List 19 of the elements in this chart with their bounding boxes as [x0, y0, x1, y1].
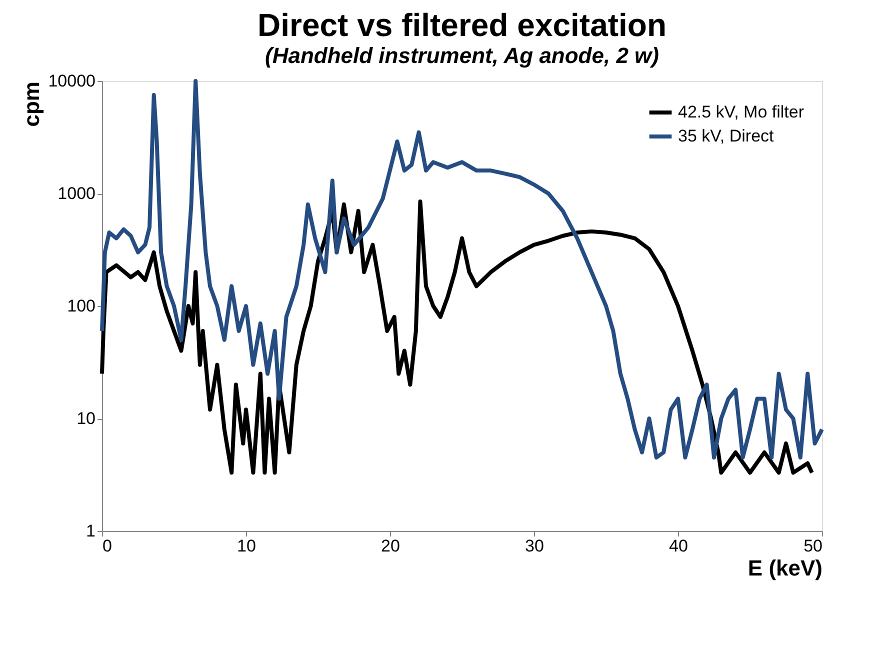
legend-label: 42.5 kV, Mo filter	[678, 102, 804, 122]
y-tick-label: 10	[76, 409, 96, 428]
x-axis-title: E (keV)	[748, 556, 822, 580]
chart-subtitle: (Handheld instrument, Ag anode, 2 w)	[265, 43, 659, 68]
x-tick-label: 0	[102, 536, 112, 556]
line-series	[100, 79, 824, 460]
y-axis-title: cpm	[19, 82, 44, 127]
x-tick-label: 20	[381, 536, 400, 556]
x-tick-label: 40	[669, 536, 688, 556]
y-tick-label: 1000	[58, 184, 96, 203]
y-tick-label: 1	[86, 522, 96, 540]
line-series	[100, 199, 814, 475]
x-tick-label: 50	[804, 536, 822, 556]
x-tick-label: 10	[237, 536, 256, 556]
y-tick-label: 100	[67, 296, 96, 316]
x-tick-label: 30	[525, 536, 544, 556]
y-tick-label: 10000	[48, 72, 96, 90]
chart-title: Direct vs filtered excitation	[257, 7, 667, 43]
legend-label: 35 kV, Direct	[678, 126, 774, 146]
